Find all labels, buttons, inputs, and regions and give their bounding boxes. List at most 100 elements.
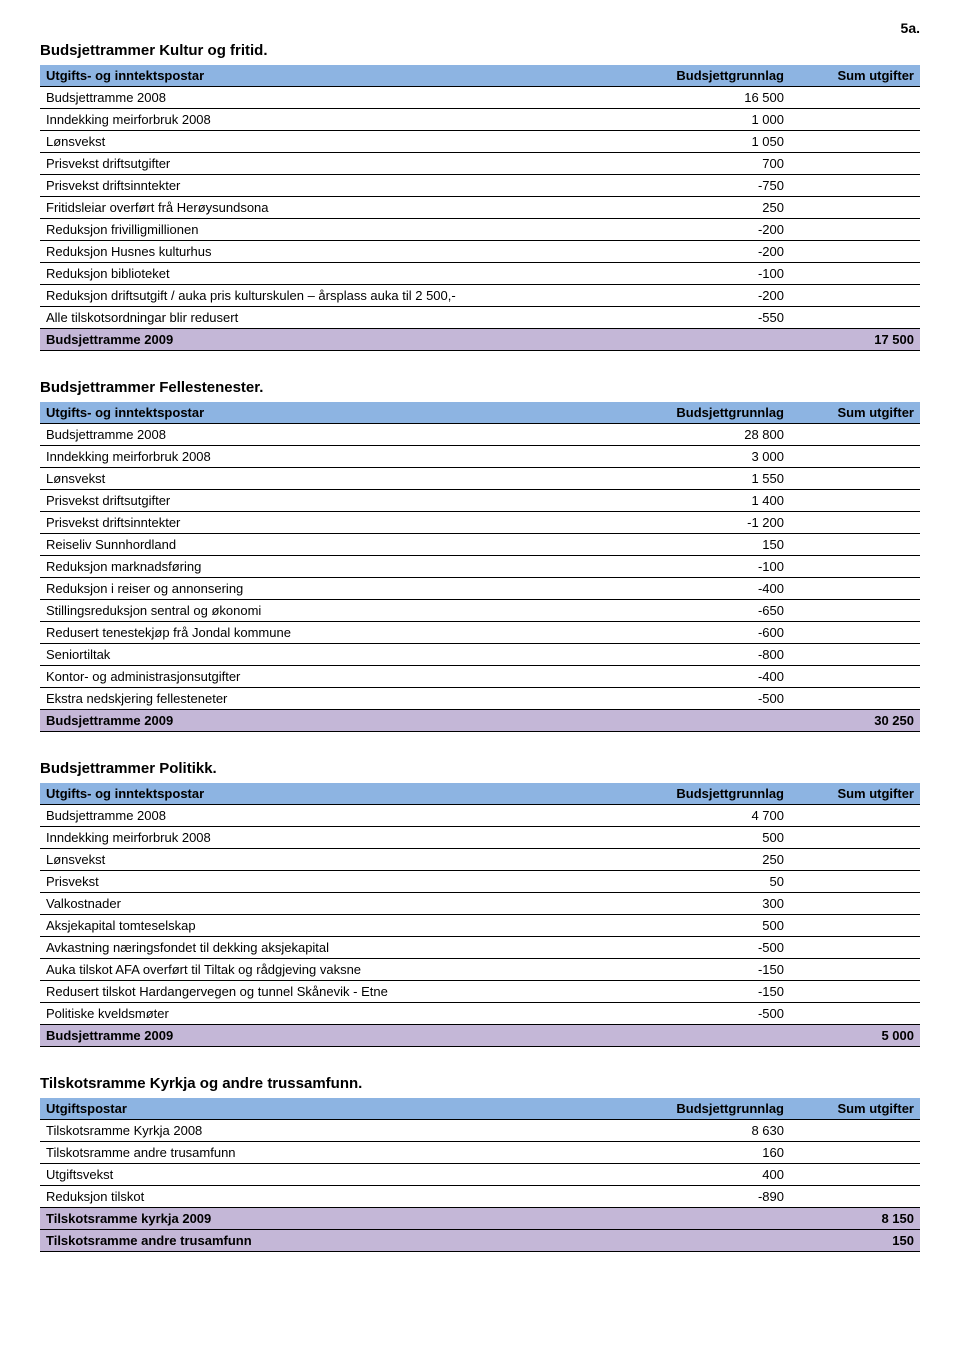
table-header-cell: Utgifts- og inntektspostar <box>40 402 660 424</box>
row-label: Prisvekst driftsinntekter <box>40 512 660 534</box>
table-row: Prisvekst50 <box>40 871 920 893</box>
row-label: Utgiftsvekst <box>40 1164 660 1186</box>
total-label: Budsjettramme 2009 <box>40 329 660 351</box>
row-value-1: 1 000 <box>660 109 790 131</box>
row-value-2 <box>790 622 920 644</box>
row-label: Tilskotsramme andre trusamfunn <box>40 1142 660 1164</box>
table-row: Reduksjon Husnes kulturhus-200 <box>40 241 920 263</box>
table-row: Reduksjon tilskot-890 <box>40 1186 920 1208</box>
table-row: Inndekking meirforbruk 2008500 <box>40 827 920 849</box>
row-value-1: 50 <box>660 871 790 893</box>
row-value-2 <box>790 175 920 197</box>
row-value-1: -500 <box>660 688 790 710</box>
table-row: Utgiftsvekst400 <box>40 1164 920 1186</box>
table-row: Stillingsreduksjon sentral og økonomi-65… <box>40 600 920 622</box>
table-row: Prisvekst driftsinntekter-750 <box>40 175 920 197</box>
row-value-1: 300 <box>660 893 790 915</box>
total-value-2: 8 150 <box>790 1208 920 1230</box>
row-label: Avkastning næringsfondet til dekking aks… <box>40 937 660 959</box>
row-value-2 <box>790 959 920 981</box>
row-value-2 <box>790 1142 920 1164</box>
total-value-2: 30 250 <box>790 710 920 732</box>
table-total-row: Budsjettramme 2009 17 500 <box>40 329 920 351</box>
row-label: Lønsvekst <box>40 468 660 490</box>
table-header-row: Utgifts- og inntektspostarBudsjettgrunnl… <box>40 65 920 87</box>
budget-section: Budsjettrammer Politikk. Utgifts- og innt… <box>40 760 920 1047</box>
row-value-1: 250 <box>660 197 790 219</box>
row-label: Prisvekst driftsutgifter <box>40 490 660 512</box>
row-label: Reduksjon tilskot <box>40 1186 660 1208</box>
row-label: Reiseliv Sunnhordland <box>40 534 660 556</box>
table-header-cell: Utgifts- og inntektspostar <box>40 65 660 87</box>
table-row: Kontor- og administrasjonsutgifter-400 <box>40 666 920 688</box>
table-row: Prisvekst driftsutgifter1 400 <box>40 490 920 512</box>
row-label: Prisvekst <box>40 871 660 893</box>
table-header-cell: Sum utgifter <box>790 402 920 424</box>
table-row: Lønsvekst1 550 <box>40 468 920 490</box>
total-value-1 <box>660 1230 790 1252</box>
row-value-2 <box>790 263 920 285</box>
row-value-2 <box>790 644 920 666</box>
row-value-2 <box>790 688 920 710</box>
table-row: Auka tilskot AFA overført til Tiltak og … <box>40 959 920 981</box>
table-header-cell: Budsjettgrunnlag <box>660 402 790 424</box>
budget-table: Utgifts- og inntektspostarBudsjettgrunnl… <box>40 402 920 732</box>
table-row: Reduksjon driftsutgift / auka pris kultu… <box>40 285 920 307</box>
table-header-cell: Budsjettgrunnlag <box>660 65 790 87</box>
table-row: Seniortiltak-800 <box>40 644 920 666</box>
row-label: Reduksjon driftsutgift / auka pris kultu… <box>40 285 660 307</box>
row-value-1: 3 000 <box>660 446 790 468</box>
total-value-2: 17 500 <box>790 329 920 351</box>
row-value-1: 250 <box>660 849 790 871</box>
row-value-1: 4 700 <box>660 805 790 827</box>
table-header-cell: Utgiftspostar <box>40 1098 660 1120</box>
row-value-1: 160 <box>660 1142 790 1164</box>
row-value-1: -800 <box>660 644 790 666</box>
table-row: Reduksjon i reiser og annonsering-400 <box>40 578 920 600</box>
row-value-1: 1 550 <box>660 468 790 490</box>
row-value-2 <box>790 915 920 937</box>
row-value-2 <box>790 197 920 219</box>
row-value-2 <box>790 490 920 512</box>
table-row: Reiseliv Sunnhordland150 <box>40 534 920 556</box>
row-label: Aksjekapital tomteselskap <box>40 915 660 937</box>
table-row: Budsjettramme 200816 500 <box>40 87 920 109</box>
row-value-1: 700 <box>660 153 790 175</box>
row-value-2 <box>790 849 920 871</box>
budget-table: Utgifts- og inntektspostarBudsjettgrunnl… <box>40 65 920 351</box>
table-row: Budsjettramme 20084 700 <box>40 805 920 827</box>
table-total-row: Tilskotsramme andre trusamfunn150 <box>40 1230 920 1252</box>
table-total-row: Budsjettramme 20095 000 <box>40 1025 920 1047</box>
row-value-1: 500 <box>660 915 790 937</box>
row-value-2 <box>790 307 920 329</box>
row-value-2 <box>790 1164 920 1186</box>
row-label: Politiske kveldsmøter <box>40 1003 660 1025</box>
row-value-1: -500 <box>660 1003 790 1025</box>
row-value-2 <box>790 131 920 153</box>
table-row: Fritidsleiar overført frå Herøysundsona2… <box>40 197 920 219</box>
row-value-2 <box>790 981 920 1003</box>
row-label: Ekstra nedskjering fellesteneter <box>40 688 660 710</box>
total-value-2: 150 <box>790 1230 920 1252</box>
section-title: Budsjettrammer Politikk. <box>40 760 920 777</box>
row-value-2 <box>790 1186 920 1208</box>
budget-section: Tilskotsramme Kyrkja og andre trussamfun… <box>40 1075 920 1252</box>
row-value-1: 1 400 <box>660 490 790 512</box>
budget-table: Utgifts- og inntektspostarBudsjettgrunnl… <box>40 783 920 1047</box>
row-label: Inndekking meirforbruk 2008 <box>40 446 660 468</box>
row-value-2 <box>790 424 920 446</box>
total-value-1 <box>660 710 790 732</box>
table-row: Prisvekst driftsinntekter-1 200 <box>40 512 920 534</box>
row-value-2 <box>790 285 920 307</box>
table-row: Prisvekst driftsutgifter700 <box>40 153 920 175</box>
row-label: Auka tilskot AFA overført til Tiltak og … <box>40 959 660 981</box>
row-label: Prisvekst driftsinntekter <box>40 175 660 197</box>
table-row: Alle tilskotsordningar blir redusert-550 <box>40 307 920 329</box>
table-header-row: Utgifts- og inntektspostarBudsjettgrunnl… <box>40 402 920 424</box>
row-label: Reduksjon biblioteket <box>40 263 660 285</box>
row-value-1: -200 <box>660 241 790 263</box>
row-value-1: -890 <box>660 1186 790 1208</box>
row-label: Inndekking meirforbruk 2008 <box>40 109 660 131</box>
row-value-2 <box>790 87 920 109</box>
table-row: Tilskotsramme Kyrkja 20088 630 <box>40 1120 920 1142</box>
